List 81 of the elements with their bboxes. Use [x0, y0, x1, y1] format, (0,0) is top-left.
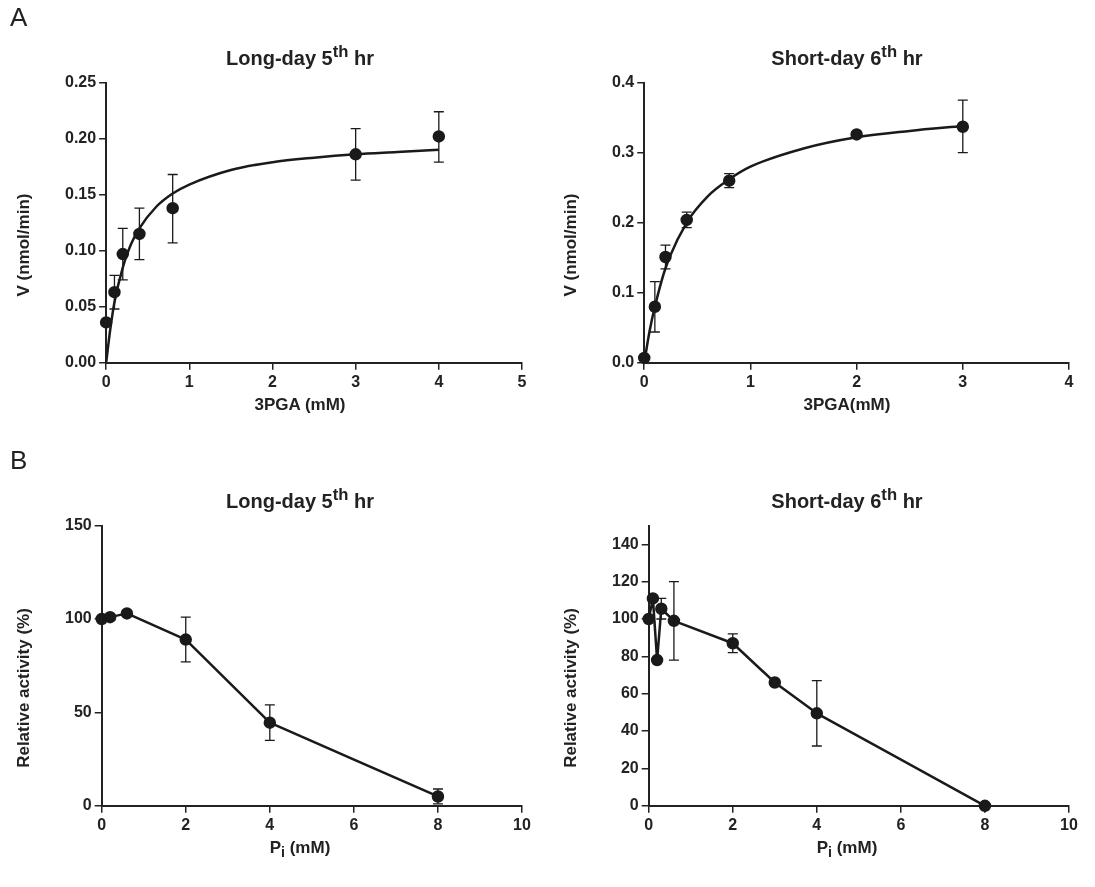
point	[650, 653, 664, 667]
point	[850, 128, 863, 141]
y-tick-label: 40	[620, 721, 639, 739]
x-tick-label: 8	[433, 815, 443, 833]
y-tick-label: 140	[611, 534, 639, 552]
x-tick-label: 6	[896, 815, 906, 833]
point	[642, 612, 655, 626]
y-tick-label: 0.00	[65, 353, 97, 371]
point	[99, 316, 113, 329]
x-tick-label: 4	[265, 815, 275, 833]
chart-title: Long-day 5$^{th}$ hr	[225, 42, 375, 70]
x-tick-label: 1	[184, 372, 194, 390]
y-tick-label: 0.1	[611, 283, 635, 301]
x-tick-label: 3	[958, 372, 968, 390]
x-tick-label: 3	[351, 372, 361, 390]
point	[956, 120, 970, 133]
x-tick-label: 2	[852, 372, 862, 390]
x-tick-label: 8	[980, 815, 990, 833]
x-tick-label: 2	[268, 372, 278, 390]
y-tick-label: 0.4	[611, 73, 635, 91]
y-tick-label: 0	[629, 796, 639, 814]
x-tick-label: 2	[728, 815, 738, 833]
x-tick-label: 2	[181, 815, 191, 833]
x-axis-title: 3PGA (mM)	[253, 395, 347, 415]
point	[349, 148, 362, 161]
y-axis-title: V (nmol/min)	[561, 192, 581, 299]
y-tick-label: 100	[64, 609, 92, 627]
point	[133, 227, 146, 241]
y-tick-label: 0	[82, 796, 92, 814]
y-tick-label: 120	[611, 572, 639, 590]
point	[116, 247, 130, 261]
chart-title: Long-day 5$^{th}$ hr	[225, 485, 375, 513]
point	[637, 351, 651, 365]
y-axis-title: V (nmol/min)	[14, 192, 34, 299]
point	[166, 201, 179, 215]
point	[810, 707, 824, 720]
y-tick-label: 0.15	[65, 185, 97, 203]
x-tick-label: 4	[812, 815, 822, 833]
x-tick-label: 0	[101, 372, 111, 390]
point	[646, 592, 660, 605]
x-axis-title: 3PGA(mM)	[802, 395, 892, 415]
point	[655, 602, 668, 615]
y-tick-label: 20	[620, 758, 639, 776]
y-tick-label: 0.25	[65, 73, 97, 91]
y-tick-label: 0.3	[611, 143, 635, 161]
y-axis-title: Relative activity (%)	[561, 607, 581, 770]
x-tick-label: 0	[644, 815, 654, 833]
x-tick-label: 4	[434, 372, 444, 390]
x-tick-label: 10	[1060, 815, 1078, 833]
x-axis-title: P$_{i}$ (mM)	[268, 838, 332, 861]
point	[263, 716, 277, 729]
point	[726, 637, 740, 650]
y-tick-label: 150	[64, 516, 92, 534]
y-tick-label: 100	[611, 609, 639, 627]
y-tick-label: 0.2	[611, 213, 635, 231]
point	[179, 633, 193, 646]
y-tick-label: 0.20	[65, 129, 97, 147]
text: B	[10, 445, 28, 476]
point	[768, 676, 782, 689]
x-tick-label: 5	[517, 372, 527, 390]
x-axis-title: P$_{i}$ (mM)	[815, 838, 879, 861]
point	[659, 250, 672, 264]
point	[103, 610, 117, 624]
point	[120, 607, 134, 620]
y-tick-label: 0.05	[65, 297, 97, 315]
chart-title: Short-day 6$^{th}$ hr	[770, 485, 924, 513]
point	[108, 285, 121, 299]
chart-title: Short-day 6$^{th}$ hr	[770, 42, 924, 70]
y-tick-label: 0.10	[65, 241, 97, 259]
text: A	[10, 2, 28, 33]
y-tick-label: 60	[620, 684, 639, 702]
point	[978, 799, 992, 813]
y-tick-label: 0.0	[611, 353, 635, 371]
x-tick-label: 6	[349, 815, 359, 833]
point	[432, 130, 446, 143]
y-tick-label: 80	[620, 646, 639, 664]
x-tick-label: 1	[745, 372, 755, 390]
x-tick-label: 10	[513, 815, 531, 833]
y-axis-title: Relative activity (%)	[14, 607, 34, 770]
x-tick-label: 4	[1064, 372, 1074, 390]
y-tick-label: 50	[73, 702, 92, 720]
